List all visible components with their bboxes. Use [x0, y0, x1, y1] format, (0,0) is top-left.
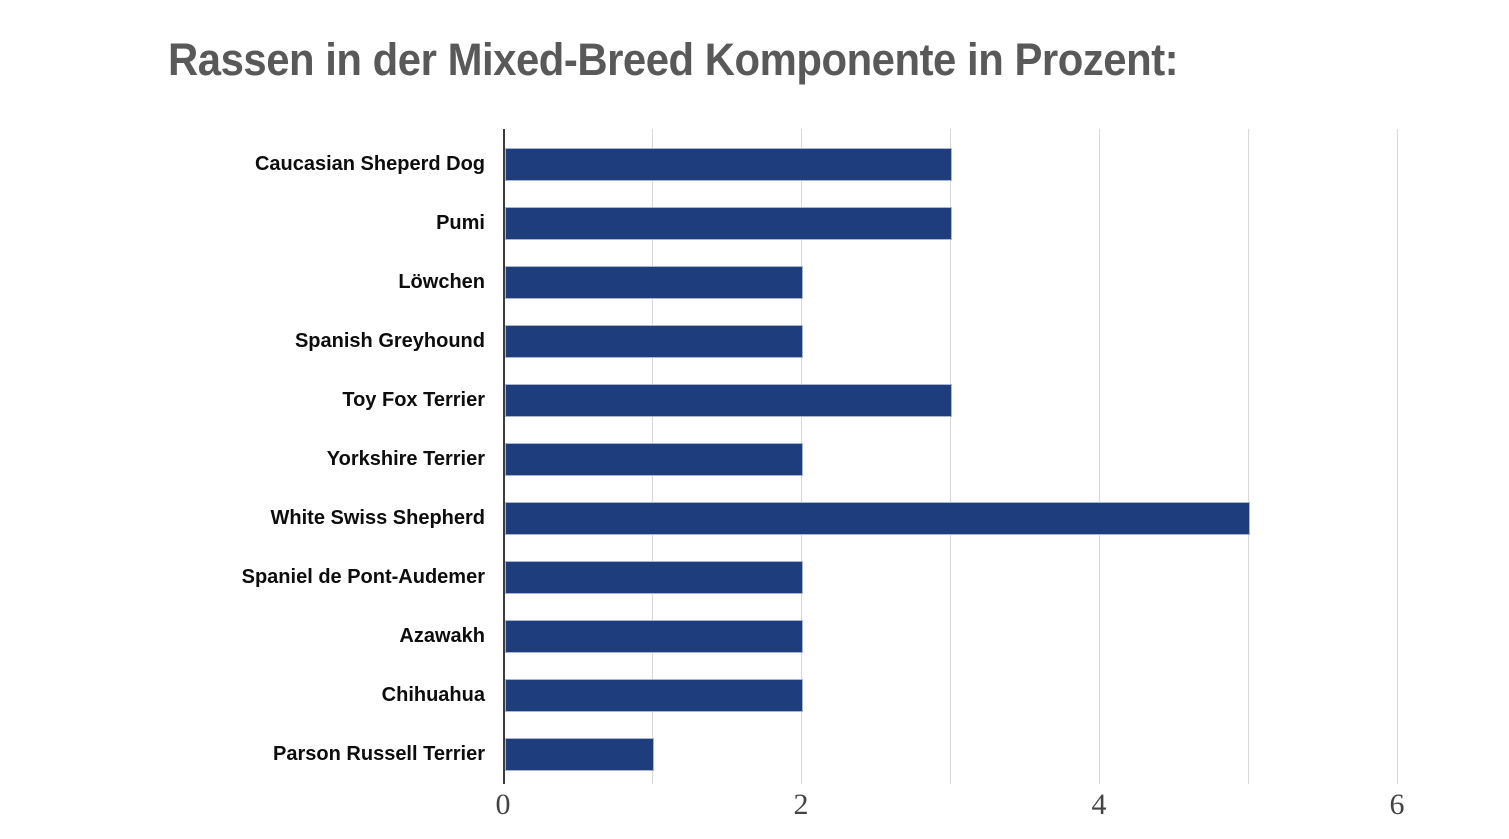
plot-area — [503, 129, 1471, 784]
category-label: Toy Fox Terrier — [342, 389, 485, 411]
bar — [505, 502, 1250, 535]
bar — [505, 207, 952, 240]
category-label: Parson Russell Terrier — [273, 743, 485, 765]
x-tick-label: 6 — [1389, 788, 1405, 821]
x-tick-label: 0 — [495, 788, 511, 821]
category-label: Azawakh — [399, 625, 485, 647]
bar — [505, 325, 803, 358]
category-label: Yorkshire Terrier — [326, 448, 485, 470]
category-label: Pumi — [436, 212, 485, 234]
grid-line — [1397, 129, 1398, 784]
x-tick-label: 2 — [793, 788, 809, 821]
bar — [505, 266, 803, 299]
chart-title: Rassen in der Mixed-Breed Komponente in … — [168, 34, 1179, 85]
grid-line — [950, 129, 951, 784]
bar — [505, 561, 803, 594]
category-label: Caucasian Sheperd Dog — [254, 153, 485, 175]
grid-line — [1248, 129, 1249, 784]
bar — [505, 384, 952, 417]
bar — [505, 148, 952, 181]
category-label: Löwchen — [398, 271, 485, 293]
grid-line — [1099, 129, 1100, 784]
bar — [505, 443, 803, 476]
x-tick-label: 4 — [1091, 788, 1107, 821]
category-label: Spaniel de Pont-Audemer — [241, 566, 485, 588]
bar — [505, 679, 803, 712]
category-label: White Swiss Shepherd — [270, 507, 485, 529]
bar — [505, 738, 654, 771]
category-label: Chihuahua — [381, 684, 485, 706]
category-label: Spanish Greyhound — [294, 330, 485, 352]
bar — [505, 620, 803, 653]
y-axis-line — [503, 129, 505, 784]
